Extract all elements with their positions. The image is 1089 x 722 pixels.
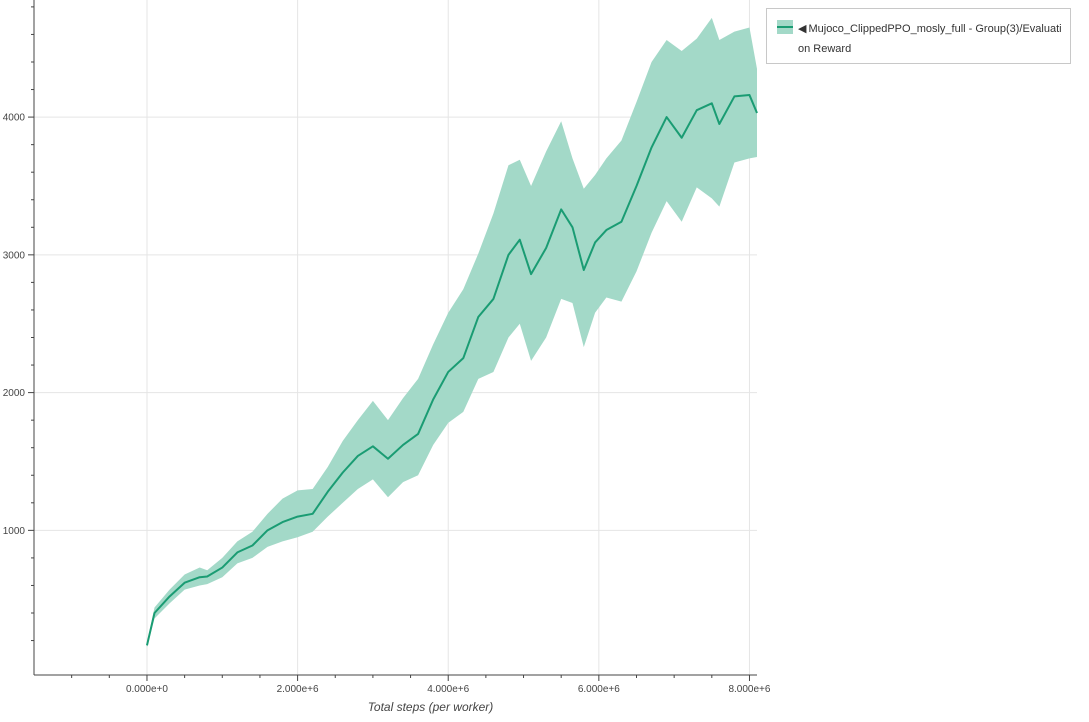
y-tick-label: 4000: [3, 113, 26, 124]
y-tick-label: 2000: [3, 388, 26, 399]
legend-label: Mujoco_ClippedPPO_mosly_full - Group(3)/…: [798, 23, 1062, 55]
legend-swatch: [777, 20, 793, 34]
x-tick-label: 2.000e+6: [277, 684, 319, 695]
y-tick-label: 1000: [3, 526, 26, 537]
series-confidence-band: [146, 17, 757, 648]
series-mean-line: [145, 94, 758, 646]
x-axis-title: Total steps (per worker): [368, 700, 494, 714]
x-tick-label: 4.000e+6: [427, 684, 469, 695]
legend-entry[interactable]: ◀ Mujoco_ClippedPPO_mosly_full - Group(3)…: [798, 19, 1066, 59]
legend-line-swatch: [777, 26, 793, 28]
x-tick-label: 8.000e+6: [728, 684, 770, 695]
x-tick-label: 6.000e+6: [578, 684, 620, 695]
x-tick-label: 0.000e+0: [126, 684, 168, 695]
y-tick-label: 3000: [3, 250, 26, 261]
legend: ◀ Mujoco_ClippedPPO_mosly_full - Group(3)…: [766, 8, 1071, 64]
legend-arrow-icon: ◀: [798, 23, 807, 35]
